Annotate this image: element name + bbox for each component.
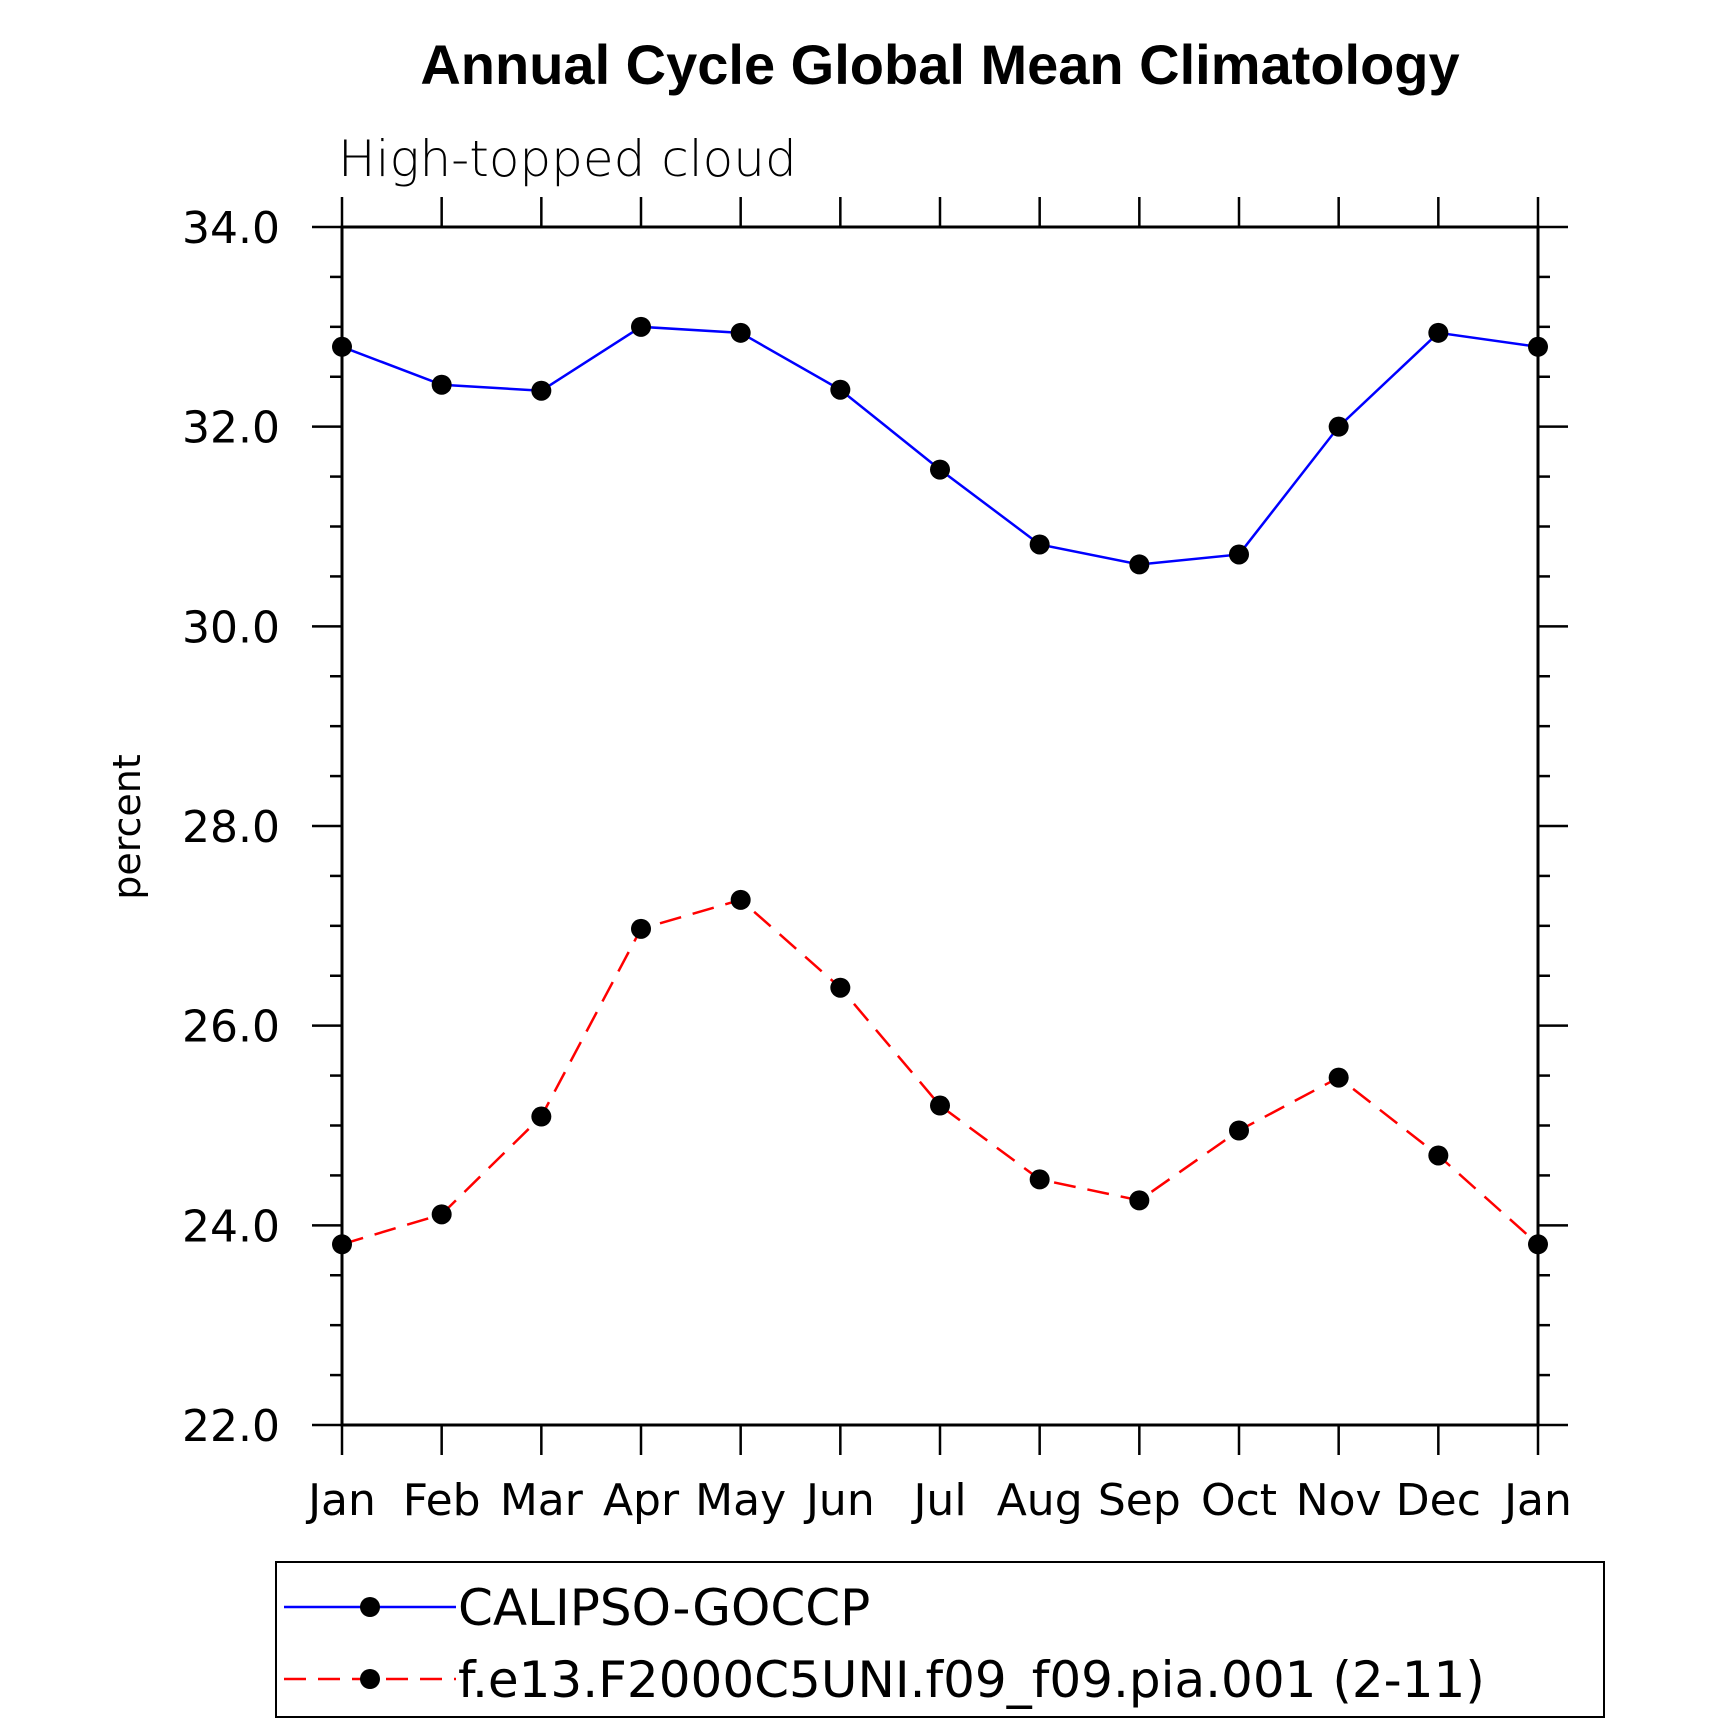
- series-2-point: [431, 1204, 452, 1225]
- x-tick-label: Mar: [500, 1475, 584, 1526]
- y-tick-label: 26.0: [182, 1002, 280, 1053]
- series-2-point: [1129, 1190, 1150, 1211]
- legend-marker-1: [360, 1597, 380, 1617]
- x-tick-label: Aug: [997, 1475, 1083, 1526]
- x-tick-label: May: [695, 1475, 786, 1526]
- x-tick-label: Oct: [1201, 1475, 1277, 1526]
- series-2-point: [631, 918, 651, 939]
- series-2-point: [1328, 1067, 1349, 1088]
- legend-label-2: f.e13.F2000C5UNI.f09_f09.pia.001 (2-11): [458, 1651, 1485, 1709]
- series-2-point: [730, 889, 751, 910]
- x-tick-label: Jan: [305, 1475, 376, 1526]
- legend-marker-2: [360, 1669, 380, 1689]
- series-1-point: [730, 322, 751, 343]
- y-tick-label: 32.0: [182, 403, 280, 454]
- series-line-1: [341, 325, 1539, 566]
- legend-label-1: CALIPSO-GOCCP: [458, 1579, 870, 1637]
- series-layer: [332, 316, 1548, 1255]
- series-1-point: [531, 380, 552, 401]
- series-1-point: [1428, 322, 1449, 343]
- legend: CALIPSO-GOCCP f.e13.F2000C5UNI.f09_f09.pi…: [275, 1561, 1605, 1718]
- series-1-point: [830, 379, 851, 400]
- series-1-point: [930, 459, 950, 480]
- series-line-2: [341, 898, 1539, 1246]
- series-1-point: [1029, 534, 1050, 555]
- x-tick-label: Nov: [1296, 1475, 1382, 1526]
- y-tick-label: 30.0: [182, 602, 280, 653]
- y-tick-label: 34.0: [182, 203, 280, 254]
- series-1-point: [631, 316, 651, 337]
- series-2-point: [930, 1095, 950, 1116]
- y-tick-label: 22.0: [182, 1401, 280, 1452]
- series-1-point: [1528, 336, 1548, 357]
- series-2-point: [1029, 1169, 1050, 1190]
- chart-title: Annual Cycle Global Mean Climatology: [420, 33, 1459, 96]
- series-1-point: [431, 374, 452, 395]
- x-tick-label: Feb: [403, 1475, 481, 1526]
- series-1-point: [1328, 416, 1349, 437]
- series-2-point: [1528, 1234, 1548, 1255]
- series-2-point: [531, 1106, 552, 1127]
- series-2-point: [1428, 1145, 1449, 1166]
- series-2-point: [830, 977, 851, 998]
- y-tick-label: 24.0: [182, 1201, 280, 1252]
- x-tick-label: Apr: [603, 1475, 680, 1526]
- x-tick-label: Sep: [1098, 1475, 1181, 1526]
- x-tick-label: Jan: [1501, 1475, 1572, 1526]
- series-2-point: [332, 1234, 352, 1255]
- chart-subtitle: High-topped cloud: [338, 130, 797, 188]
- axes: 22.0 24.0 26.0 28.0 30.0 32.0 34.0 Jan Feb Mar Apr…: [182, 197, 1572, 1526]
- series-1-point: [332, 336, 352, 357]
- x-tick-label: Jun: [803, 1475, 875, 1526]
- series-1-point: [1129, 554, 1150, 575]
- x-tick-label: Jul: [910, 1475, 966, 1526]
- y-tick-label: 28.0: [182, 802, 280, 853]
- x-tick-label: Dec: [1396, 1475, 1481, 1526]
- series-2-point: [1229, 1120, 1249, 1141]
- y-axis-label: percent: [105, 754, 149, 900]
- legend-box: [275, 1561, 1605, 1718]
- series-1-point: [1229, 544, 1249, 565]
